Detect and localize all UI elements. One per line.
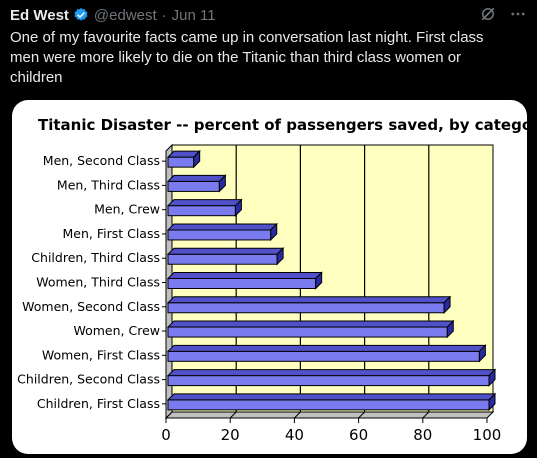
gridline-floor xyxy=(229,411,237,419)
bar-top xyxy=(166,272,323,279)
bar-side xyxy=(234,198,242,217)
bar-side xyxy=(478,344,486,363)
x-tick-label: 20 xyxy=(221,426,240,444)
bar-top xyxy=(166,223,278,231)
x-tick-label: 40 xyxy=(285,426,304,444)
y-tick-label: Men, Second Class xyxy=(43,153,160,168)
bar xyxy=(167,180,220,192)
bar-side xyxy=(488,368,496,387)
bar-top xyxy=(166,199,243,207)
separator-dot: · xyxy=(161,6,167,24)
bar-top xyxy=(166,296,452,304)
tweet-text: One of my favourite facts came up in con… xyxy=(10,29,484,86)
y-tick-label: Men, First Class xyxy=(62,226,160,241)
bar-top xyxy=(166,393,497,401)
bar-side xyxy=(218,174,226,193)
tweet-media-chart[interactable]: Titanic Disaster -- percent of passenger… xyxy=(12,100,527,454)
tweet-header: Ed West @edwest · Jun 11 xyxy=(10,5,527,25)
gridline-floor xyxy=(358,411,365,419)
bar-side xyxy=(276,247,284,266)
verified-badge-icon xyxy=(73,7,89,23)
y-tick-label: Children, Third Class xyxy=(31,250,160,265)
bar xyxy=(167,302,445,314)
y-tick-label: Women, First Class xyxy=(42,347,160,362)
y-tick-label: Women, Third Class xyxy=(36,275,160,290)
bar-top xyxy=(166,247,285,255)
y-tick-label: Men, Third Class xyxy=(57,177,160,192)
author-name[interactable]: Ed West xyxy=(10,6,69,24)
gridline-floor xyxy=(422,411,430,419)
bar xyxy=(167,326,448,338)
grok-icon[interactable] xyxy=(479,5,497,28)
y-tick-label: Women, Second Class xyxy=(22,299,160,314)
bar xyxy=(167,399,490,411)
chart-title: Titanic Disaster -- percent of passenger… xyxy=(38,116,527,134)
x-tick-label: 100 xyxy=(473,426,502,444)
bar-side xyxy=(488,392,496,412)
y-tick-label: Children, Second Class xyxy=(17,372,160,387)
bar-top xyxy=(166,344,487,352)
y-tick-label: Women, Crew xyxy=(73,323,160,338)
bar-side xyxy=(193,149,201,169)
bar-side xyxy=(443,295,451,314)
x-tick-label: 0 xyxy=(161,426,171,444)
bar xyxy=(167,253,278,265)
plot-floor xyxy=(164,411,495,419)
gridline-floor xyxy=(294,411,301,419)
bar-top xyxy=(166,174,227,182)
bar xyxy=(167,205,236,217)
bar xyxy=(167,229,272,241)
bar-top xyxy=(166,369,497,377)
bar-chart: Titanic Disaster -- percent of passenger… xyxy=(17,116,527,444)
header-actions xyxy=(479,5,527,28)
bar-side xyxy=(270,222,278,242)
more-icon[interactable] xyxy=(509,5,527,28)
bar-top xyxy=(166,320,455,328)
bar xyxy=(167,156,195,168)
tweet-date[interactable]: Jun 11 xyxy=(171,6,216,24)
bar xyxy=(167,278,317,289)
author-handle[interactable]: @edwest xyxy=(93,6,157,24)
y-tick-label: Men, Crew xyxy=(94,202,160,217)
bar xyxy=(167,375,490,387)
x-tick-label: 80 xyxy=(413,426,432,444)
bar-side xyxy=(315,271,323,290)
bar-side xyxy=(446,319,454,339)
x-tick-label: 60 xyxy=(349,426,368,444)
y-tick-label: Children, First Class xyxy=(37,396,160,411)
bar xyxy=(167,350,480,362)
